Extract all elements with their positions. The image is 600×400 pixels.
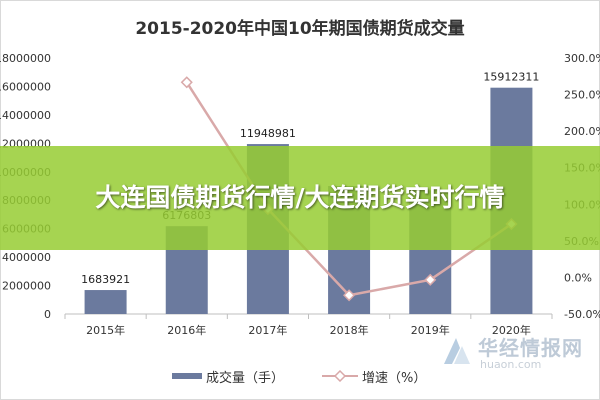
watermark: 华经情报网 huaon.com (440, 330, 590, 376)
watermark-logo-icon (444, 338, 470, 364)
banner-text: 大连国债期货行情/大连期货实时行情 (95, 183, 505, 212)
right-tick-label: 0.0% (564, 271, 592, 284)
watermark-url: huaon.com (480, 358, 542, 371)
legend-label-growth: 增速（%） (362, 370, 427, 386)
left-tick-label: 2000000 (2, 280, 51, 293)
right-tick-label: 200.0% (564, 125, 600, 138)
growth-point (343, 289, 356, 302)
left-tick-label: 4000000 (2, 251, 51, 264)
growth-point (424, 273, 437, 286)
legend-item-volume: 成交量（手） (172, 366, 284, 386)
legend-item-growth: 增速（%） (322, 366, 426, 386)
chart-title: 2015-2020年中国10年期国债期货成交量 (135, 19, 465, 39)
bar-data-label: 11948981 (240, 127, 296, 140)
legend-line-swatch (322, 369, 358, 383)
watermark-name: 华经情报网 (478, 336, 583, 360)
left-tick-label: 14000000 (0, 109, 51, 122)
bar-data-label: 15912311 (483, 71, 539, 84)
overlay-banner: 大连国债期货行情/大连期货实时行情 (0, 146, 600, 250)
right-tick-label: -50.0% (564, 308, 600, 321)
right-tick-label: 300.0% (564, 52, 600, 65)
left-tick-label: 16000000 (0, 80, 51, 93)
legend: 成交量（手） 增速（%） (0, 366, 600, 386)
x-tick-label: 2020年 (492, 323, 531, 337)
right-tick-label: 250.0% (564, 89, 600, 102)
left-tick-label: 0 (44, 308, 51, 321)
legend-label-volume: 成交量（手） (206, 370, 285, 386)
bar (84, 290, 127, 314)
legend-bar-swatch (172, 373, 202, 379)
growth-point (180, 76, 193, 89)
x-tick-label: 2017年 (248, 323, 287, 337)
left-tick-label: 18000000 (0, 52, 51, 65)
x-tick-label: 2016年 (167, 323, 206, 337)
x-tick-label: 2015年 (86, 323, 125, 337)
bar-data-label: 1683921 (81, 273, 130, 286)
x-tick-label: 2018年 (330, 323, 369, 337)
x-tick-label: 2019年 (411, 323, 450, 337)
